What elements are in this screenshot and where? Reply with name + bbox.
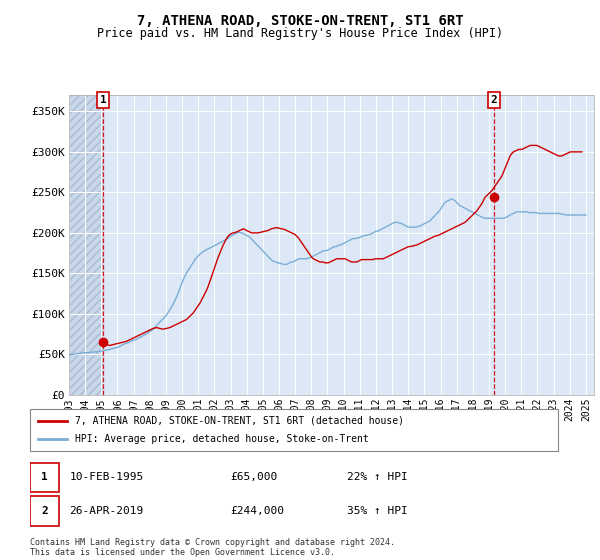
Text: £65,000: £65,000 <box>230 473 278 482</box>
Text: 7, ATHENA ROAD, STOKE-ON-TRENT, ST1 6RT (detached house): 7, ATHENA ROAD, STOKE-ON-TRENT, ST1 6RT … <box>75 416 404 426</box>
Text: 2: 2 <box>41 506 47 516</box>
Text: Price paid vs. HM Land Registry's House Price Index (HPI): Price paid vs. HM Land Registry's House … <box>97 27 503 40</box>
Text: 1: 1 <box>41 473 47 482</box>
FancyBboxPatch shape <box>30 409 558 451</box>
Text: £244,000: £244,000 <box>230 506 284 516</box>
Text: 1: 1 <box>100 95 106 105</box>
Text: 35% ↑ HPI: 35% ↑ HPI <box>347 506 407 516</box>
Bar <box>69 95 103 395</box>
FancyBboxPatch shape <box>30 463 59 492</box>
Text: 7, ATHENA ROAD, STOKE-ON-TRENT, ST1 6RT: 7, ATHENA ROAD, STOKE-ON-TRENT, ST1 6RT <box>137 14 463 28</box>
Text: 2: 2 <box>491 95 497 105</box>
Text: Contains HM Land Registry data © Crown copyright and database right 2024.
This d: Contains HM Land Registry data © Crown c… <box>30 538 395 557</box>
Text: 10-FEB-1995: 10-FEB-1995 <box>70 473 144 482</box>
FancyBboxPatch shape <box>30 496 59 525</box>
Text: 22% ↑ HPI: 22% ↑ HPI <box>347 473 407 482</box>
Text: HPI: Average price, detached house, Stoke-on-Trent: HPI: Average price, detached house, Stok… <box>75 434 368 444</box>
Text: 26-APR-2019: 26-APR-2019 <box>70 506 144 516</box>
